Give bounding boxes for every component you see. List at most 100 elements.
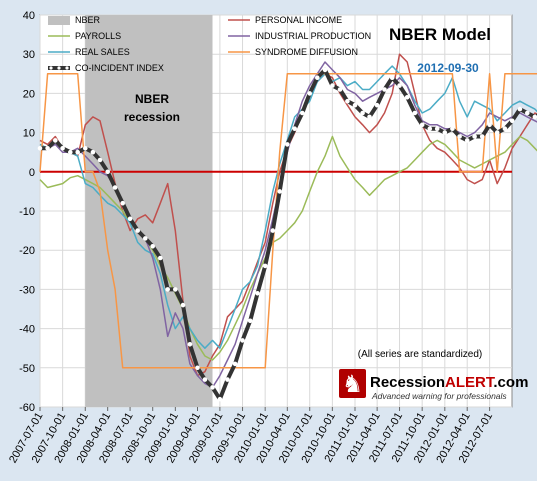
logo-name-part3: .com <box>493 374 528 391</box>
series-co-incident-index-point <box>255 291 260 296</box>
series-co-incident-index-point <box>120 200 125 206</box>
series-co-incident-index-point <box>300 110 305 116</box>
recession-label-line1: NBER <box>135 92 169 106</box>
series-co-incident-index-point <box>442 130 448 135</box>
series-co-incident-index-point <box>374 102 380 108</box>
series-co-incident-index-point <box>397 83 402 88</box>
series-co-incident-index-point <box>457 134 462 139</box>
y-tick-label: 30 <box>23 49 35 61</box>
series-co-incident-index-point <box>382 87 387 92</box>
series-co-incident-index-point <box>127 216 133 222</box>
y-tick-label: 40 <box>23 10 35 22</box>
series-co-incident-index-point <box>345 98 350 104</box>
legend-swatch-nber <box>48 16 70 25</box>
legend-marker <box>49 66 53 70</box>
series-co-incident-index-point <box>112 185 118 190</box>
series-co-incident-index-point <box>97 157 103 163</box>
recessionalert-logo: ♞ RecessionALERT.com Advanced warning fo… <box>339 369 528 401</box>
series-co-incident-index-point <box>509 118 515 124</box>
series-co-incident-index-point <box>37 146 43 151</box>
logo-name-part2: ALERT <box>445 374 495 391</box>
series-co-incident-index-point <box>517 106 523 112</box>
chart-title: NBER Model <box>389 25 491 44</box>
series-co-incident-index-point <box>202 377 208 382</box>
series-co-incident-index-point <box>217 396 223 402</box>
series-co-incident-index-point <box>472 134 477 139</box>
series-co-incident-index-point <box>419 122 425 128</box>
legend-marker <box>57 66 61 70</box>
series-co-incident-index-point <box>360 110 365 116</box>
series-co-incident-index-point <box>277 189 283 194</box>
y-tick-label: 0 <box>29 167 35 179</box>
series-co-incident-index-point <box>427 126 433 131</box>
y-tick-label: -50 <box>19 363 35 375</box>
legend-label-payrolls: PAYROLLS <box>75 31 121 41</box>
nber-recession-band <box>85 15 213 407</box>
legend-label-industrial-production: INDUSTRIAL PRODUCTION <box>255 31 371 41</box>
y-tick-label: -10 <box>19 206 35 218</box>
y-tick-label: 20 <box>23 88 35 100</box>
y-tick-label: -30 <box>19 284 35 296</box>
series-co-incident-index-point <box>525 110 530 116</box>
series-co-incident-index-point <box>262 263 268 269</box>
series-co-incident-index-point <box>90 149 96 155</box>
series-co-incident-index-point <box>494 130 500 135</box>
series-co-incident-index-point <box>479 134 485 139</box>
legend-label-nber: NBER <box>75 15 101 25</box>
series-co-incident-index-point <box>285 142 290 147</box>
series-co-incident-index-point <box>53 138 58 143</box>
series-co-incident-index-point <box>367 114 372 120</box>
series-co-incident-index-point <box>487 122 492 128</box>
series-co-incident-index-point <box>187 342 193 347</box>
series-co-incident-index-point <box>83 146 88 151</box>
series-co-incident-index-point <box>240 338 245 343</box>
series-co-incident-index-point <box>315 75 320 80</box>
series-co-incident-index-point <box>45 146 50 151</box>
series-co-incident-index-point <box>158 255 163 261</box>
series-co-incident-index-point <box>165 287 170 292</box>
standardized-note: (All series are standardized) <box>358 349 483 360</box>
legend-label-personal-income: PERSONAL INCOME <box>255 15 342 25</box>
y-tick-label: -20 <box>19 245 35 257</box>
series-co-incident-index-point <box>532 114 537 120</box>
series-co-incident-index-point <box>412 110 418 116</box>
series-co-incident-index-point <box>150 244 155 249</box>
legend: NBER PERSONAL INCOME PAYROLLS INDUSTRIAL PR… <box>48 15 371 73</box>
logo-tagline: Advanced warning for professionals <box>371 391 507 401</box>
series-co-incident-index-point <box>502 126 508 131</box>
series-co-incident-index-point <box>195 365 200 371</box>
series-co-incident-index-point <box>60 146 65 151</box>
y-tick-label: -40 <box>19 324 35 336</box>
series-co-incident-index-point <box>450 126 455 131</box>
series-co-incident-index-point <box>210 385 215 390</box>
series-co-incident-index-point <box>225 377 230 382</box>
recession-label-line2: recession <box>124 110 180 124</box>
series-co-incident-index-point <box>434 126 440 131</box>
series-co-incident-index-point <box>247 318 253 324</box>
series-co-incident-index-point <box>389 75 395 80</box>
series-syndrome-diffusion <box>39 73 537 369</box>
chess-knight-icon: ♞ <box>342 371 364 398</box>
series-co-incident-index-point <box>68 149 73 155</box>
y-tick-label: -60 <box>19 402 35 414</box>
series-co-incident-index-point <box>292 126 298 131</box>
legend-label-co-incident-index: CO-INCIDENT INDEX <box>75 63 164 73</box>
series-co-incident-index-point <box>105 169 110 175</box>
logo-name-part1: Recession <box>370 374 445 391</box>
series-layer <box>37 53 537 402</box>
series-co-incident-index-point <box>173 287 178 292</box>
series-co-incident-index-point <box>337 87 343 92</box>
legend-label-real-sales: REAL SALES <box>75 47 130 57</box>
series-co-incident-index-point <box>232 361 238 367</box>
y-axis-ticks: -60 -50 -40 -30 -20 -10 0 10 20 30 40 <box>19 10 35 414</box>
series-co-incident-index-point <box>352 102 358 108</box>
recession-band-layer <box>85 15 213 407</box>
series-co-incident-index-point <box>143 236 148 241</box>
logo-icon-box <box>339 369 366 398</box>
y-tick-label: 10 <box>23 128 35 140</box>
chart-subtitle: 2012-09-30 <box>417 61 479 75</box>
legend-label-syndrome-diffusion: SYNDROME DIFFUSION <box>255 47 358 57</box>
series-co-incident-index-point <box>404 95 410 100</box>
